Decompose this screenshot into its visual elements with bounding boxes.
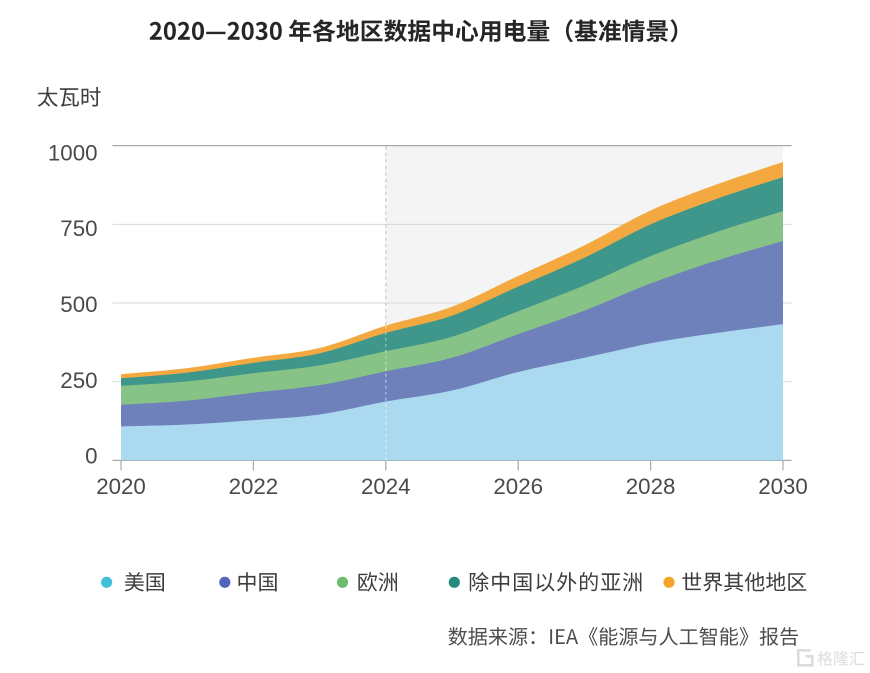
svg-text:0: 0 <box>85 444 97 469</box>
svg-text:2020: 2020 <box>96 474 146 499</box>
svg-text:2028: 2028 <box>626 474 676 499</box>
svg-text:750: 750 <box>60 216 97 241</box>
svg-text:2022: 2022 <box>229 474 279 499</box>
svg-text:2030: 2030 <box>758 474 808 499</box>
svg-text:250: 250 <box>60 368 97 393</box>
svg-text:500: 500 <box>60 292 97 317</box>
svg-text:1000: 1000 <box>48 140 98 165</box>
svg-text:2026: 2026 <box>493 474 543 499</box>
svg-text:2024: 2024 <box>361 474 411 499</box>
